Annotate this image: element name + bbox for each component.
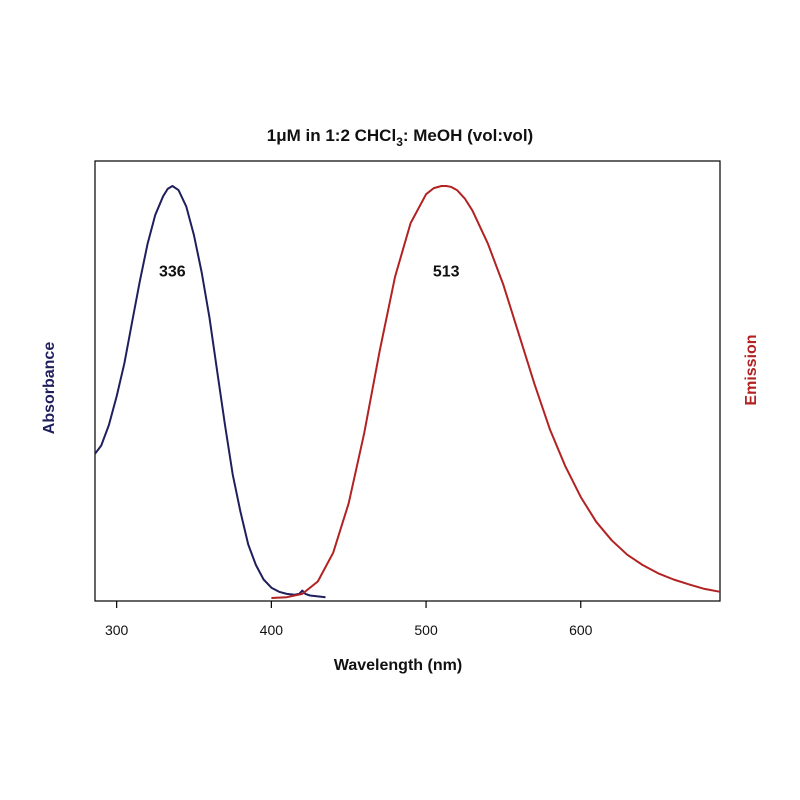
x-tick-label: 500 — [414, 622, 438, 638]
peak-annotations: 336 513 — [159, 264, 460, 281]
peak-label-336: 336 — [159, 264, 186, 281]
chart-title: 1μM in 1:2 CHCl3: MeOH (vol:vol) — [267, 126, 533, 149]
x-tick-label: 400 — [260, 622, 284, 638]
y-axis-label-right: Emission — [743, 334, 760, 405]
plot-frame — [94, 160, 721, 602]
y-axis-label-left: Absorbance — [41, 342, 58, 435]
x-axis-label: Wavelength (nm) — [334, 657, 462, 674]
emission-line — [271, 185, 721, 599]
title-subscript: 3 — [396, 135, 403, 149]
peak-label-513: 513 — [433, 264, 460, 281]
x-tick-label: 300 — [105, 622, 129, 638]
x-axis-ticks: 300 400 500 600 — [105, 601, 593, 638]
title-rest: : MeOH (vol:vol) — [403, 126, 533, 145]
x-tick-label: 600 — [569, 622, 593, 638]
absorbance-line — [94, 185, 326, 599]
series-layer — [94, 185, 721, 599]
title-main: 1μM in 1:2 CHCl — [267, 126, 396, 145]
